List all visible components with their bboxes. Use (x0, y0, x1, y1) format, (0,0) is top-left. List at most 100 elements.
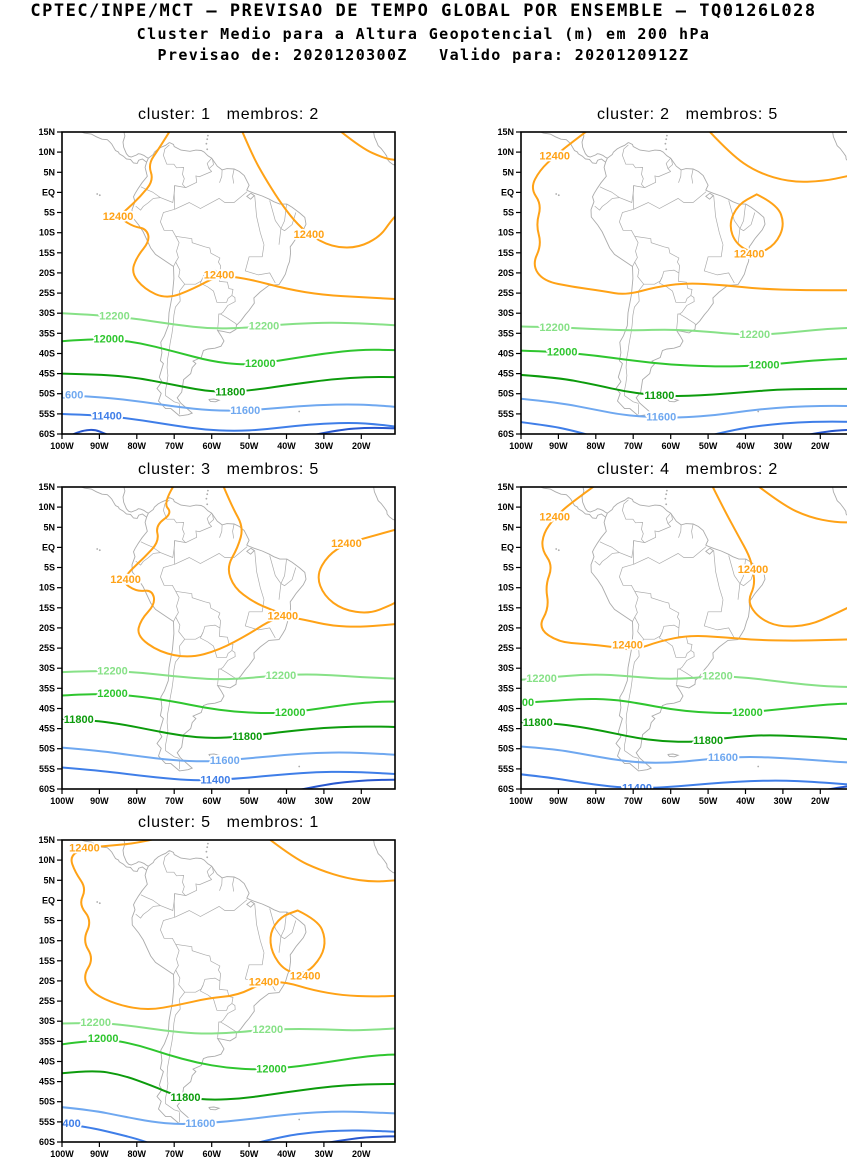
contour-label: 12000 (275, 707, 306, 719)
south-america-coastline (79, 840, 395, 1125)
lat-tick-label: 15S (498, 248, 514, 258)
lat-tick-label: 55S (39, 764, 55, 774)
contour-label: 12000 (256, 1064, 287, 1076)
lat-tick-label: 10S (498, 228, 514, 238)
latitude-axis: 15N 10N 5N EQ 5S 10S 15S 20S 25S 30S 35S 40S 45S 50S 5… (38, 483, 62, 794)
lon-tick-label: 20W (352, 796, 371, 806)
lon-tick-label: 90W (549, 441, 568, 451)
lat-tick-label: 30S (39, 1016, 55, 1026)
lat-tick-label: 15N (38, 483, 55, 492)
south-america-coastline (79, 487, 395, 772)
geopotential-contours: 12400 12400 12400 12200 12200 12000 12000 11800… (62, 132, 395, 434)
lat-tick-label: 10N (38, 855, 55, 865)
lat-tick-label: 50S (498, 389, 514, 399)
latitude-axis: 15N 10N 5N EQ 5S 10S 15S 20S 25S 30S 35S 40S 45S 50S 5… (38, 128, 62, 439)
cluster-panel-3: cluster: 3 membros: 5 12400 12400 12400 1220… (32, 457, 403, 813)
lon-tick-label: 80W (128, 441, 147, 451)
latitude-axis: 15N 10N 5N EQ 5S 10S 15S 20S 25S 30S 35S 40S 45S 50S 5… (497, 128, 521, 439)
lon-tick-label: 40W (277, 1149, 296, 1159)
contour-label: 11800 (64, 714, 94, 726)
lon-tick-label: 20W (811, 441, 830, 451)
panel-title-cluster-3: cluster: 3 membros: 5 (137, 461, 320, 478)
contour-label: 12400 (612, 640, 643, 652)
lon-tick-label: 100W (50, 1149, 74, 1159)
lon-tick-label: 70W (165, 796, 184, 806)
contour-label: 12200 (253, 1024, 284, 1036)
contour-label: 12200 (740, 329, 771, 341)
lat-tick-label: 55S (39, 409, 55, 419)
lat-tick-label: EQ (42, 542, 55, 552)
contour-label: 12400 (249, 977, 280, 989)
cluster-panel-4: cluster: 4 membros: 2 12400 12400 12400 1220… (491, 457, 847, 813)
contour-label: 11800 (644, 390, 674, 402)
map-frame (520, 486, 847, 790)
contour-label: 11400 (622, 782, 652, 794)
lat-tick-label: EQ (501, 187, 514, 197)
map-cluster-1: 12400 12400 12400 12200 12200 12000 12000 11800… (38, 128, 396, 451)
lat-tick-label: 60S (39, 429, 55, 439)
lon-tick-label: 30W (774, 796, 793, 806)
lon-tick-label: 60W (202, 796, 221, 806)
lat-tick-label: 40S (39, 1057, 55, 1067)
contour-label: 12000 (504, 697, 535, 709)
lon-tick-label: 70W (624, 441, 643, 451)
lat-tick-label: 60S (498, 784, 514, 794)
lat-tick-label: 5S (44, 208, 55, 218)
contour-label: 12200 (80, 1017, 111, 1029)
lon-tick-label: 40W (736, 441, 755, 451)
lat-tick-label: 5S (503, 563, 514, 573)
contour-label: 12200 (539, 322, 570, 334)
lat-tick-label: 40S (39, 349, 55, 359)
contour-label: 12200 (266, 670, 297, 682)
lat-tick-label: 35S (498, 328, 514, 338)
lat-tick-label: 30S (39, 663, 55, 673)
lat-tick-label: 35S (39, 683, 55, 693)
map-frame (61, 839, 396, 1143)
lat-tick-label: 60S (39, 784, 55, 794)
cluster-panel-5: cluster: 5 membros: 1 12400 12400 12400 1220… (32, 810, 403, 1166)
lat-tick-label: 10N (497, 502, 514, 512)
lon-tick-label: 30W (774, 441, 793, 451)
south-america-coastline (538, 132, 847, 417)
contour-label: 12000 (732, 707, 763, 719)
contour-label: 12400 (103, 211, 134, 223)
lat-tick-label: 20S (39, 976, 55, 986)
lat-tick-label: 5N (502, 167, 514, 177)
header-title: CPTEC/INPE/MCT — PREVISAO DE TEMPO GLOBA… (30, 1, 817, 21)
geopotential-contours: 12400 12400 12400 12200 12200 12000 12000 11800… (62, 487, 395, 789)
lat-tick-label: 55S (39, 1117, 55, 1127)
lat-tick-label: 45S (39, 369, 55, 379)
lat-tick-label: 15S (39, 603, 55, 613)
contour-label: 12000 (88, 1033, 119, 1045)
panel-title-cluster-1: cluster: 1 membros: 2 (137, 106, 320, 123)
lon-tick-label: 100W (509, 796, 533, 806)
cluster-panel-1: cluster: 1 membros: 2 12400 12400 12400 1220… (32, 102, 403, 458)
longitude-axis: 100W 90W 80W 70W 60W 50W 40W 30W 20W (50, 789, 371, 806)
lon-tick-label: 80W (587, 441, 606, 451)
lon-tick-label: 20W (352, 441, 371, 451)
lat-tick-label: 25S (498, 288, 514, 298)
longitude-axis: 100W 90W 80W 70W 60W 50W 40W 30W 20W (50, 1142, 371, 1159)
chart-header: CPTEC/INPE/MCT — PREVISAO DE TEMPO GLOBA… (0, 1, 847, 64)
lat-tick-label: 20S (39, 268, 55, 278)
lon-tick-label: 40W (277, 796, 296, 806)
lat-tick-label: EQ (42, 895, 55, 905)
contour-label: 12000 (97, 688, 128, 700)
contour-label: 12400 (734, 249, 765, 261)
south-america-coastline (79, 132, 395, 417)
contour-label: 12000 (94, 334, 125, 346)
lat-tick-label: 25S (498, 643, 514, 653)
contour-label: 11600 (646, 412, 676, 424)
lat-tick-label: 40S (39, 704, 55, 714)
lat-tick-label: 15S (498, 603, 514, 613)
contour-label: 11800 (523, 717, 553, 729)
lon-tick-label: 100W (50, 441, 74, 451)
lat-tick-label: 15S (39, 248, 55, 258)
lat-tick-label: 30S (498, 308, 514, 318)
lon-tick-label: 90W (549, 796, 568, 806)
lat-tick-label: 5S (44, 563, 55, 573)
lon-tick-label: 80W (128, 796, 147, 806)
contour-label: 11400 (200, 775, 230, 787)
lon-tick-label: 50W (699, 441, 718, 451)
contour-label: 12200 (702, 670, 733, 682)
